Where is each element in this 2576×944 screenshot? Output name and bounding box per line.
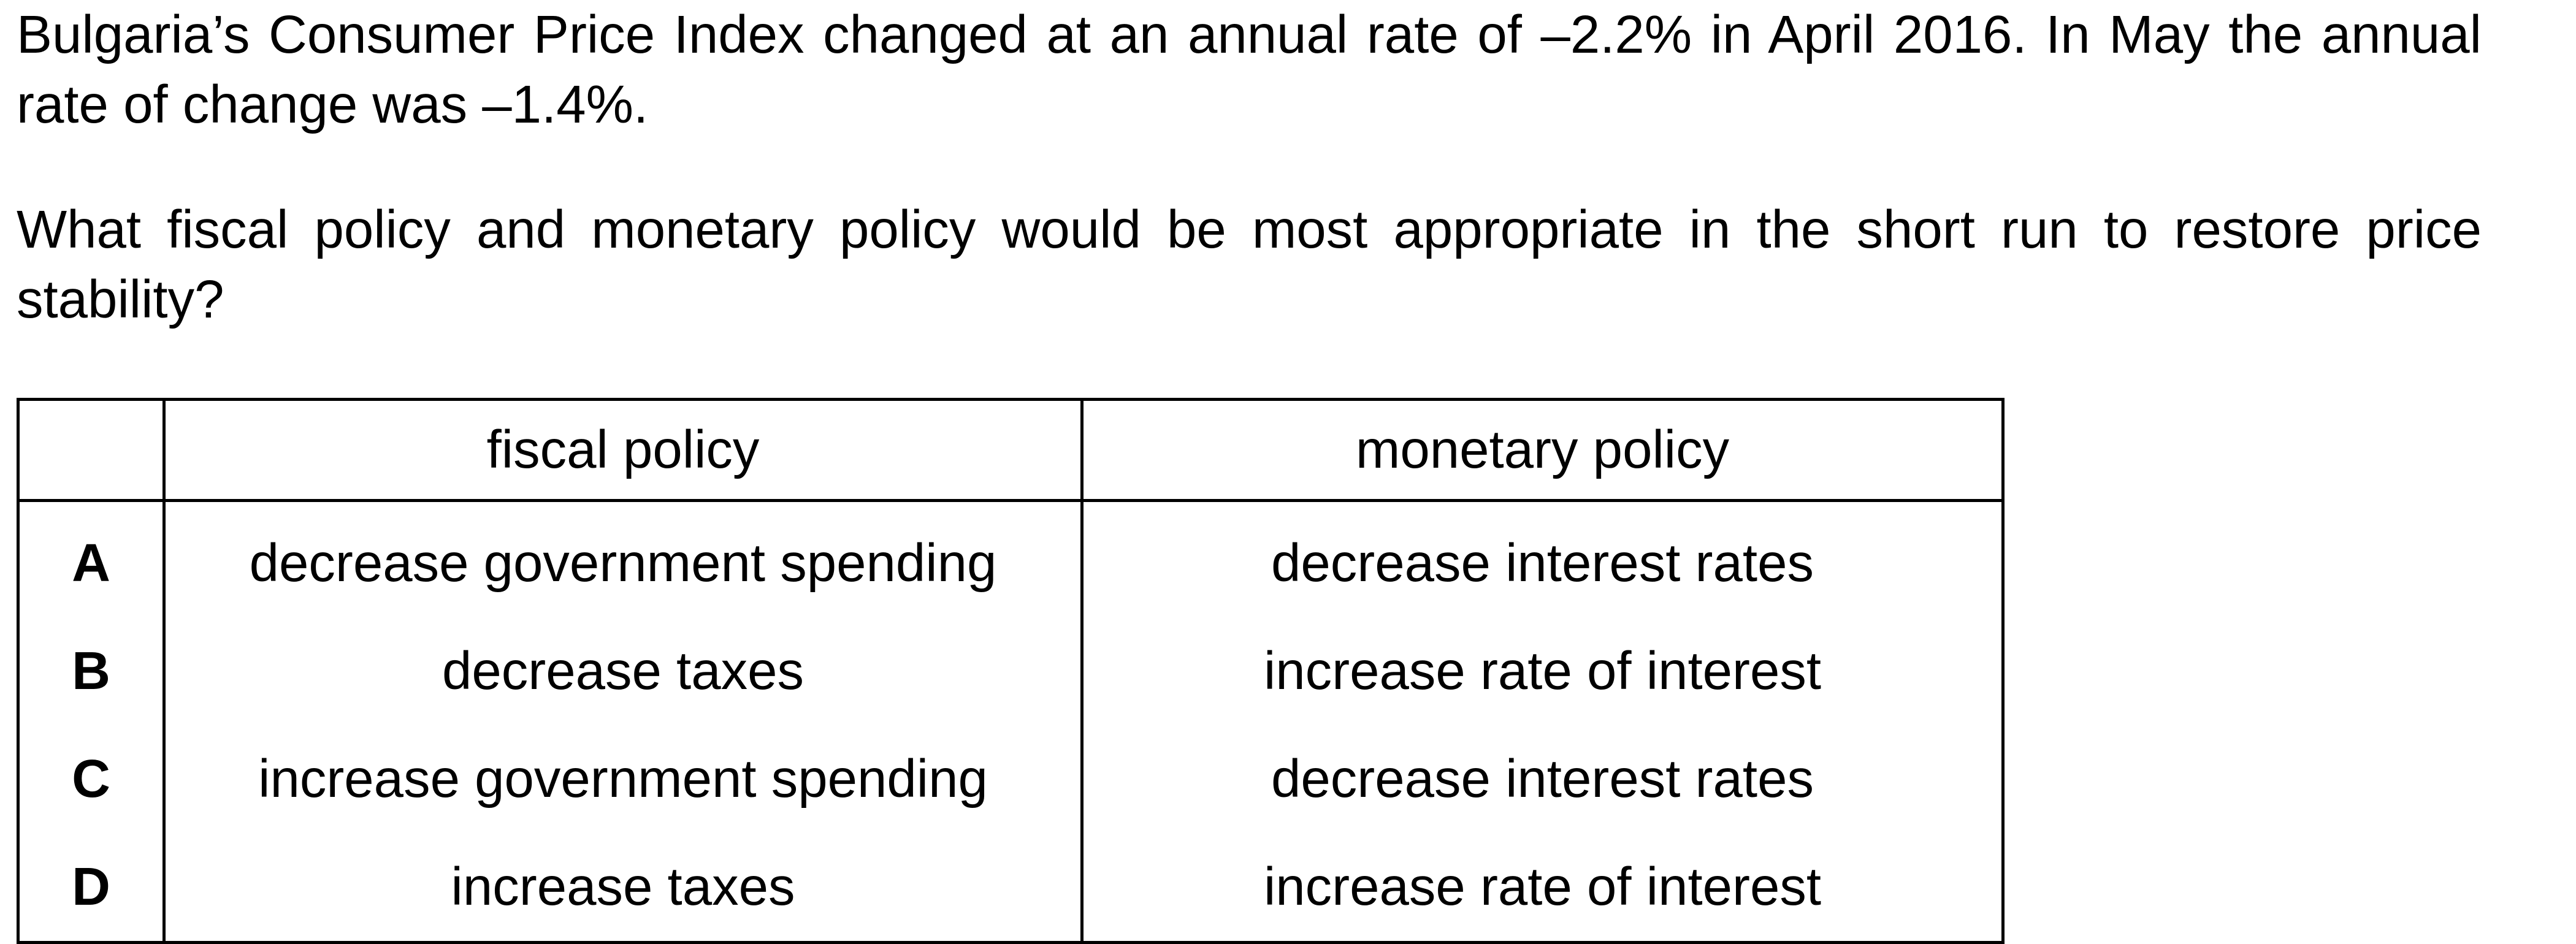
table-header-row: fiscal policy monetary policy <box>18 399 2003 502</box>
answer-options-table: fiscal policy monetary policy A decrease… <box>17 398 2005 944</box>
option-row-c[interactable]: C increase government spending decrease … <box>18 725 2003 833</box>
question-prompt: What fiscal policy and monetary policy w… <box>17 200 2482 329</box>
option-fiscal-policy: decrease government spending <box>162 500 1082 617</box>
option-row-a[interactable]: A decrease government spending decrease … <box>18 500 2003 617</box>
option-letter: A <box>72 533 110 593</box>
option-letter: C <box>72 749 110 809</box>
header-monetary-policy: monetary policy <box>1080 399 2003 502</box>
option-monetary-policy: decrease interest rates <box>1080 500 2003 617</box>
option-fiscal-policy: increase government spending <box>162 725 1082 833</box>
option-letter: D <box>72 857 110 916</box>
option-monetary-policy: increase rate of interest <box>1080 617 2003 725</box>
option-row-b[interactable]: B decrease taxes increase rate of intere… <box>18 617 2003 725</box>
header-option-letter <box>18 399 164 502</box>
option-row-d[interactable]: D increase taxes increase rate of intere… <box>18 833 2003 943</box>
option-monetary-policy: increase rate of interest <box>1080 833 2003 943</box>
header-fiscal-policy: fiscal policy <box>162 399 1082 502</box>
option-fiscal-policy: decrease taxes <box>162 617 1082 725</box>
question-context: Bulgaria’s Consumer Price Index changed … <box>17 5 2482 134</box>
question-text: Bulgaria’s Consumer Price Index changed … <box>17 0 2482 335</box>
option-monetary-policy: decrease interest rates <box>1080 725 2003 833</box>
option-letter: B <box>72 641 110 701</box>
option-fiscal-policy: increase taxes <box>162 833 1082 943</box>
